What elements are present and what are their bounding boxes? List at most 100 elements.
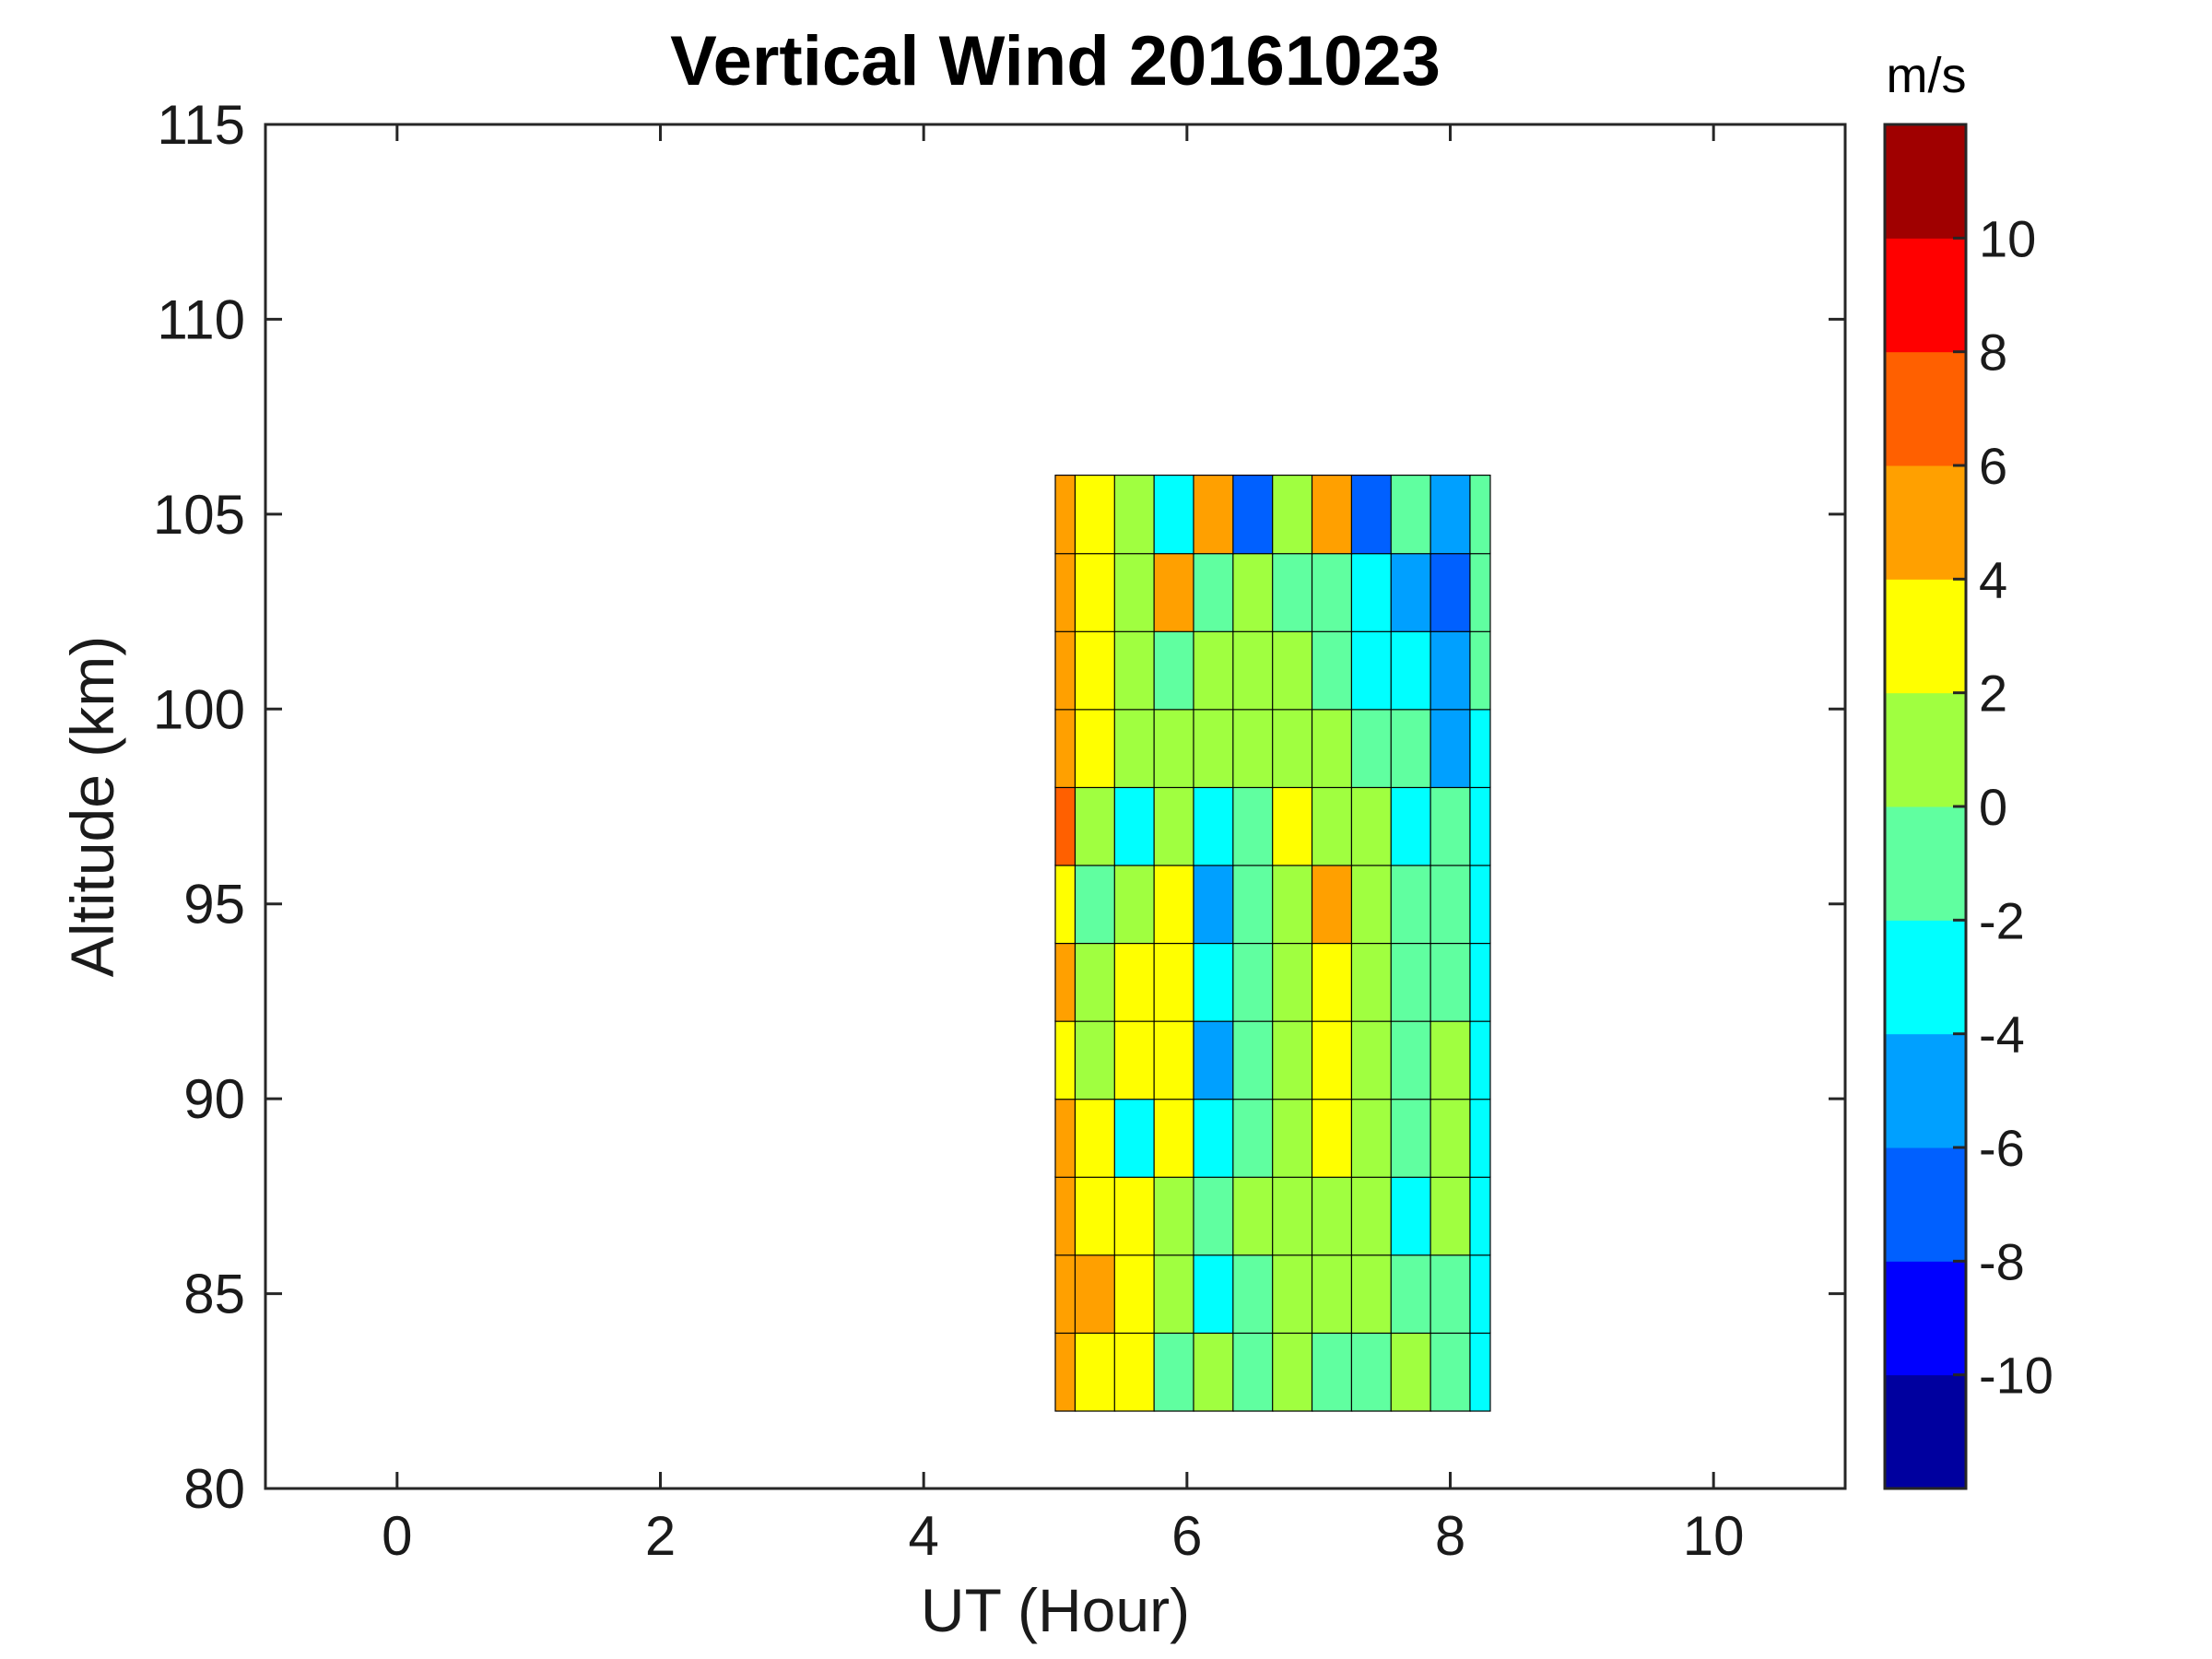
contour-cell [1430, 786, 1472, 866]
contour-cell [1350, 1332, 1393, 1412]
contour-cell [1113, 1332, 1156, 1412]
contour-cell [1054, 942, 1077, 1022]
colorbar-band [1885, 465, 1966, 580]
contour-cell [1193, 708, 1235, 789]
colorbar-band [1885, 920, 1966, 1035]
contour-cell [1430, 1332, 1472, 1412]
contour-fill-layer [1054, 474, 1491, 1412]
contour-cell [1469, 1332, 1491, 1412]
contour-cell [1193, 864, 1235, 945]
colorbar-band [1885, 579, 1966, 694]
contour-cell [1430, 552, 1472, 632]
contour-cell [1272, 1332, 1313, 1412]
contour-cell [1469, 1098, 1491, 1178]
contour-cell [1272, 1253, 1313, 1335]
colorbar-tick-label: -6 [1979, 1119, 2025, 1177]
contour-cell [1232, 1176, 1274, 1256]
contour-cell [1350, 864, 1393, 945]
colorbar-band [1885, 1261, 1966, 1376]
colorbar-tick-label: 4 [1979, 550, 2007, 608]
x-tick-label: 2 [645, 1505, 676, 1567]
contour-cell [1390, 1019, 1432, 1100]
colorbar-tick-label: -4 [1979, 1006, 2025, 1064]
contour-cell [1153, 864, 1195, 945]
y-tick-label: 110 [157, 288, 245, 350]
contour-cell [1390, 1253, 1432, 1335]
contour-cell [1153, 552, 1195, 632]
colorbar-band [1885, 238, 1966, 353]
contour-cell [1272, 630, 1313, 711]
contour-cell [1193, 630, 1235, 711]
contour-cell [1469, 1176, 1491, 1256]
y-tick-label: 100 [153, 678, 245, 740]
contour-cell [1350, 630, 1393, 711]
contour-cell [1054, 1332, 1077, 1412]
contour-cell [1232, 474, 1274, 555]
y-tick-label: 90 [183, 1068, 245, 1130]
contour-cell [1272, 1019, 1313, 1100]
colorbar-units: m/s [1887, 48, 1967, 103]
contour-cell [1113, 1019, 1156, 1100]
x-tick-label: 0 [382, 1505, 412, 1567]
y-tick-label: 105 [153, 484, 245, 546]
x-tick-label: 8 [1435, 1505, 1465, 1567]
contour-cell [1193, 552, 1235, 632]
y-tick-label: 95 [183, 874, 245, 935]
contour-cell [1390, 1332, 1432, 1412]
contour-cell [1113, 786, 1156, 866]
contour-cell [1054, 1098, 1077, 1178]
contour-cell [1074, 942, 1116, 1022]
contour-cell [1311, 864, 1353, 945]
contour-cell [1153, 1176, 1195, 1256]
x-tick-label: 10 [1683, 1505, 1745, 1567]
contour-cell [1113, 474, 1156, 555]
contour-cell [1054, 552, 1077, 632]
contour-cell [1074, 1176, 1116, 1256]
contour-cell [1272, 474, 1313, 555]
contour-cell [1153, 630, 1195, 711]
contour-cell [1272, 942, 1313, 1022]
contour-cell [1054, 474, 1077, 555]
colorbar-band [1885, 351, 1966, 466]
contour-cell [1350, 474, 1393, 555]
contour-cell [1232, 708, 1274, 789]
contour-cell [1272, 864, 1313, 945]
contour-cell [1074, 552, 1116, 632]
colorbar-tick-label: -8 [1979, 1232, 2025, 1290]
contour-cell [1469, 1253, 1491, 1335]
x-tick-label: 6 [1171, 1505, 1202, 1567]
colorbar-tick-label: 0 [1979, 778, 2007, 836]
contour-cell [1232, 1332, 1274, 1412]
y-tick-label: 115 [157, 94, 245, 156]
contour-cell [1113, 552, 1156, 632]
contour-cell [1272, 1098, 1313, 1178]
contour-cell [1350, 1176, 1393, 1256]
contour-cell [1113, 1253, 1156, 1335]
contour-cell [1153, 474, 1195, 555]
y-tick-label: 80 [183, 1458, 245, 1520]
contour-cell [1272, 1176, 1313, 1256]
contour-cell [1430, 630, 1472, 711]
contour-cell [1469, 630, 1491, 711]
contour-cell [1232, 864, 1274, 945]
contour-cell [1390, 1098, 1432, 1178]
colorbar-tick-label: 6 [1979, 437, 2007, 495]
contour-cell [1311, 1176, 1353, 1256]
contour-cell [1153, 1098, 1195, 1178]
contour-cell [1350, 552, 1393, 632]
contour-cell [1113, 1098, 1156, 1178]
contour-cell [1430, 942, 1472, 1022]
contour-cell [1074, 864, 1116, 945]
contour-cell [1272, 786, 1313, 866]
contour-cell [1311, 630, 1353, 711]
contour-cell [1311, 708, 1353, 789]
y-tick-label: 85 [183, 1264, 245, 1325]
contour-cell [1193, 786, 1235, 866]
contour-cell [1469, 786, 1491, 866]
contour-cell [1272, 708, 1313, 789]
contour-cell [1153, 1253, 1195, 1335]
colorbar-band [1885, 124, 1966, 239]
contour-cell [1350, 786, 1393, 866]
contour-cell [1430, 1098, 1472, 1178]
